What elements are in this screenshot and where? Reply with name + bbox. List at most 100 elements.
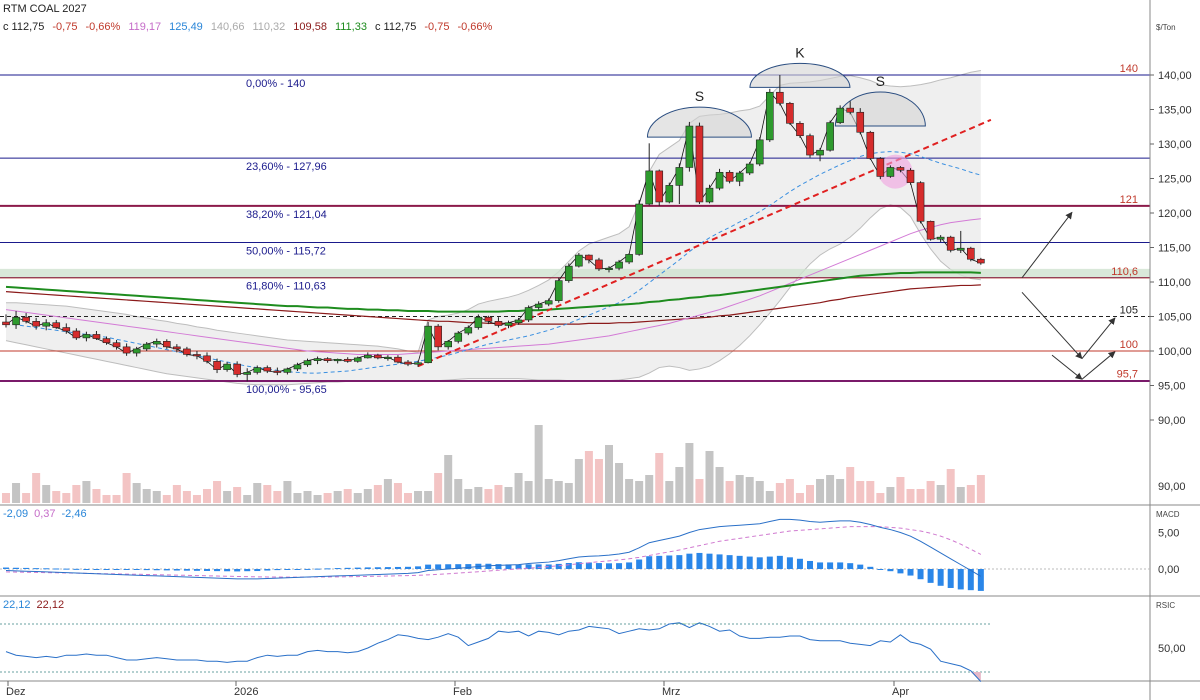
volume-bar	[826, 475, 835, 503]
candle-body	[283, 368, 292, 373]
volume-bar	[363, 489, 372, 503]
macd-histogram-bar	[53, 568, 60, 570]
volume-bar	[976, 475, 985, 503]
macd-histogram-bar	[977, 569, 984, 591]
candle-body	[755, 139, 764, 165]
candle-body	[2, 321, 10, 326]
volume-bar	[866, 481, 875, 503]
candle-body	[856, 111, 865, 133]
candles	[2, 75, 985, 382]
volume-bar	[213, 481, 222, 503]
macd-histogram-bar	[314, 568, 321, 570]
candle-body	[102, 338, 111, 344]
candle-body	[233, 363, 241, 375]
volume-bars	[2, 425, 985, 503]
macd-histogram-bar	[455, 564, 462, 569]
volume-bar	[906, 489, 915, 503]
candle-body	[173, 346, 181, 350]
macd-histogram-bar	[133, 569, 140, 570]
macd-histogram-bar	[254, 569, 261, 572]
macd-histogram-bar	[264, 569, 271, 571]
macd-histogram-bar	[445, 564, 452, 569]
macd-histogram-bar	[636, 559, 643, 569]
macd-histogram-bar	[535, 564, 542, 569]
candle-body	[494, 321, 503, 326]
candle-body	[966, 247, 975, 260]
volume-bar	[926, 481, 935, 503]
candle-body	[796, 123, 804, 137]
macd-histogram-bar	[234, 569, 241, 572]
macd-histogram-bar	[847, 563, 854, 569]
candle-body	[183, 348, 191, 355]
macd-histogram-bar	[696, 552, 703, 569]
volume-bar	[735, 475, 744, 503]
macd-histogram-bar	[957, 569, 964, 590]
y-tick-label: 130,00	[1158, 139, 1192, 151]
candle-body	[434, 325, 442, 348]
pattern-arc	[646, 106, 752, 138]
candle-body	[484, 316, 493, 322]
candle-body	[675, 167, 684, 186]
volume-bar	[876, 493, 885, 503]
readout-value: 22,12	[36, 599, 65, 611]
volume-bar	[605, 445, 613, 503]
macd-histogram-bar	[857, 564, 864, 569]
candle-body	[645, 170, 654, 205]
macd-histogram-bar	[405, 566, 411, 569]
y-tick-label: 105,00	[1158, 312, 1192, 324]
readout-value: 111,33	[334, 21, 367, 33]
highlight-circle	[878, 154, 913, 189]
candle-body	[514, 319, 523, 324]
volume-bar	[785, 479, 794, 503]
volume-bar	[956, 487, 965, 503]
volume-bar	[474, 487, 483, 503]
candle-body	[12, 316, 20, 326]
candle-body	[806, 135, 814, 156]
candle-body	[685, 125, 694, 168]
readout-value: 140,66	[210, 21, 245, 33]
volume-bar	[333, 491, 342, 503]
macd-histogram-bar	[173, 569, 180, 571]
macd-histogram-bar	[595, 563, 602, 569]
volume-bar	[72, 485, 81, 503]
volume-bar	[514, 473, 523, 503]
y-tick-label: 140,00	[1158, 70, 1192, 82]
macd-histogram-bar	[736, 555, 743, 569]
level-label: 105	[1120, 305, 1138, 317]
candle-body	[293, 364, 302, 370]
candle-body	[72, 330, 81, 339]
candle-body	[474, 316, 483, 328]
candle-body	[243, 372, 251, 375]
volume-bar	[936, 485, 945, 503]
volume-bar	[615, 463, 624, 503]
volume-bar	[765, 491, 774, 503]
volume-bar	[584, 451, 593, 503]
candle-body	[826, 122, 834, 151]
candle-body	[615, 261, 623, 269]
volume-bar	[816, 479, 825, 503]
macd-histogram-bar	[113, 569, 120, 570]
volume-bar	[404, 493, 412, 503]
volume-bar	[273, 491, 282, 503]
macd-histogram-bar	[907, 569, 914, 576]
volume-bar	[414, 491, 423, 503]
candle-body	[946, 236, 955, 251]
trend-line	[417, 118, 992, 368]
macd-histogram-bar	[83, 569, 90, 570]
readout-value: 22,12	[3, 599, 31, 611]
fib-label: 61,80% - 110,63	[246, 281, 326, 293]
volume-bar	[313, 495, 322, 503]
candle-body	[564, 265, 573, 281]
macd-histogram-bar	[525, 564, 532, 569]
volume-bar	[253, 483, 262, 503]
volume-bar	[504, 487, 513, 503]
candle-body	[534, 303, 543, 308]
candle-body	[846, 107, 855, 113]
candle-body	[816, 149, 824, 156]
candle-body	[625, 254, 633, 263]
volume-bar	[645, 475, 654, 503]
y-tick-label: 90,00	[1158, 415, 1186, 427]
macd-histogram-bar	[334, 568, 341, 570]
x-tick-label: 2026	[234, 686, 258, 698]
